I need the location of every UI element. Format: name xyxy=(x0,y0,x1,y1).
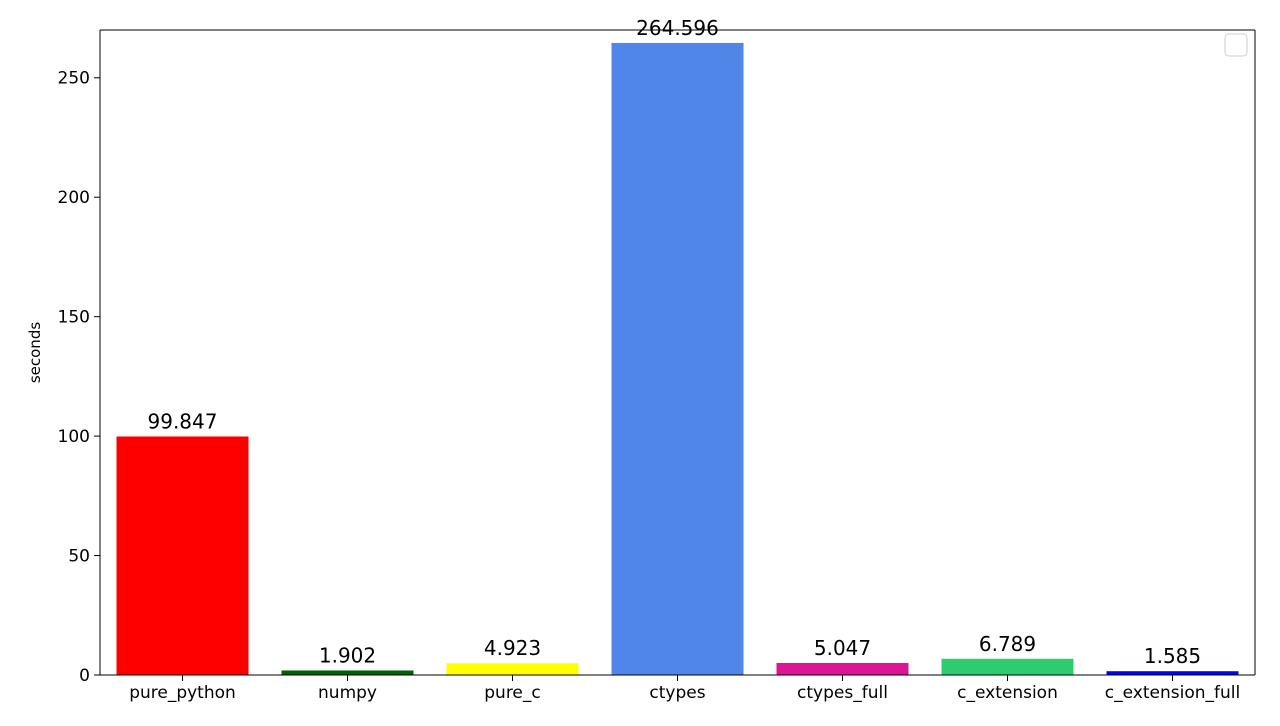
bar-value-label: 1.585 xyxy=(1144,644,1201,668)
x-tick-label: ctypes xyxy=(649,683,705,703)
bar-ctypes xyxy=(612,43,744,675)
x-tick-label: ctypes_full xyxy=(797,683,888,703)
bar-value-label: 264.596 xyxy=(636,16,719,40)
bar-value-label: 4.923 xyxy=(484,636,541,660)
x-tick-label: pure_python xyxy=(129,683,236,703)
bar-value-label: 1.902 xyxy=(319,643,376,667)
y-axis-label: seconds xyxy=(26,322,44,383)
bar-value-label: 99.847 xyxy=(148,409,218,433)
bar-value-label: 6.789 xyxy=(979,632,1036,656)
x-tick-label: c_extension_full xyxy=(1105,683,1240,703)
x-tick-label: numpy xyxy=(318,683,377,703)
bar-numpy xyxy=(282,670,414,675)
y-tick-label: 200 xyxy=(58,188,90,208)
y-tick-label: 250 xyxy=(58,69,90,89)
chart-svg: 99.847 pure_python 1.902 numpy 4.923 pure_c 26… xyxy=(0,0,1280,726)
bar-value-label: 5.047 xyxy=(814,636,871,660)
bar-chart: 99.847 pure_python 1.902 numpy 4.923 pure_c 26… xyxy=(0,0,1280,726)
bar-ctypes_full xyxy=(777,663,909,675)
bar-c_extension_full xyxy=(1107,671,1239,675)
bar-pure_c xyxy=(447,663,579,675)
y-tick-label: 50 xyxy=(68,547,90,567)
y-tick-label: 100 xyxy=(58,427,90,447)
x-tick-label: pure_c xyxy=(484,683,541,703)
x-tick-label: c_extension xyxy=(957,683,1058,703)
y-tick-label: 0 xyxy=(79,666,90,686)
bar-c_extension xyxy=(942,659,1074,675)
y-tick-label: 150 xyxy=(58,308,90,328)
bar-pure_python xyxy=(117,436,249,675)
